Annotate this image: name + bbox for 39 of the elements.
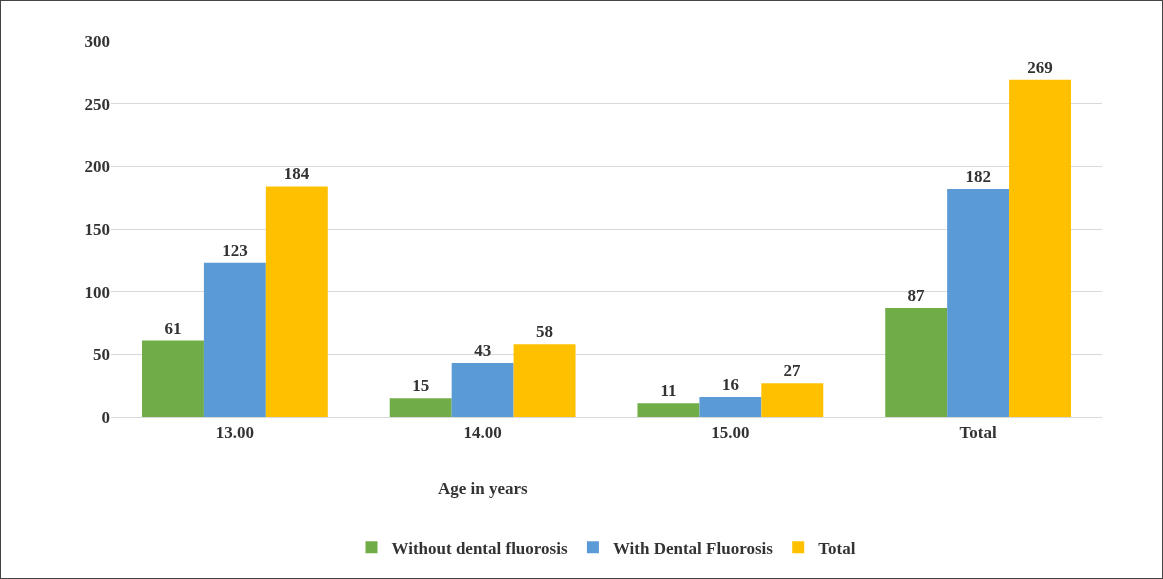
y-tick-label: 250 — [84, 94, 110, 114]
y-tick-label: 150 — [84, 219, 110, 239]
legend-label: With Dental Fluorosis — [612, 538, 774, 558]
bar — [513, 344, 576, 417]
data-label: 123 — [222, 240, 248, 260]
x-tick-label: 13.00 — [215, 423, 255, 443]
legend-label: Total — [818, 538, 856, 558]
bar — [141, 340, 204, 417]
data-label: 58 — [536, 322, 554, 342]
bar — [389, 398, 452, 417]
y-tick-label: 50 — [93, 345, 110, 365]
data-label: 11 — [660, 381, 677, 401]
data-label: 184 — [283, 164, 310, 184]
legend-label: Without dental fluorosis — [391, 538, 568, 558]
x-tick-label: Total — [959, 423, 997, 443]
x-tick-label: 15.00 — [711, 423, 750, 443]
y-tick-label: 300 — [84, 31, 110, 51]
x-axis-title: Age in years — [438, 479, 529, 498]
bar — [1009, 79, 1072, 417]
data-label: 269 — [1027, 57, 1053, 77]
data-label: 15 — [412, 376, 430, 396]
bar — [761, 383, 824, 417]
data-label: 27 — [783, 361, 802, 381]
data-label: 16 — [721, 374, 739, 394]
y-tick-label: 0 — [101, 407, 110, 427]
bar — [451, 363, 514, 417]
bar — [637, 403, 700, 417]
bar — [203, 262, 266, 417]
data-label: 61 — [164, 318, 182, 338]
y-tick-label: 200 — [84, 157, 110, 177]
y-tick-label: 100 — [84, 282, 110, 302]
bar — [947, 188, 1010, 417]
data-label: 43 — [474, 341, 492, 361]
data-label: 87 — [907, 285, 925, 305]
bar — [265, 186, 328, 417]
data-label: 182 — [965, 166, 991, 186]
bar — [885, 307, 948, 417]
x-tick-label: 14.00 — [463, 423, 502, 443]
bar — [699, 396, 762, 417]
